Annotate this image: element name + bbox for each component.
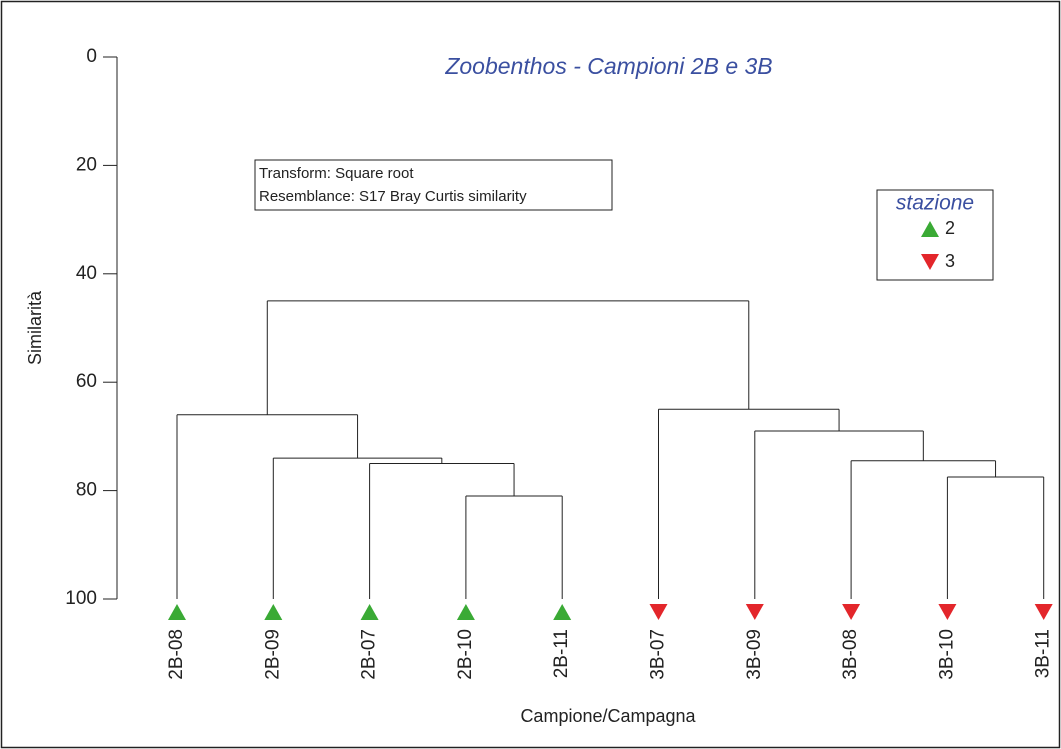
leaf-marker: [649, 604, 668, 620]
leaf-label: 2B-08: [166, 629, 187, 680]
leaf-marker: [168, 604, 186, 620]
y-tick-label: 40: [76, 263, 97, 284]
leaf-label: 2B-11: [551, 629, 572, 678]
x-axis-label: Campione/Campagna: [520, 706, 696, 726]
legend-title: stazione: [896, 192, 974, 215]
y-axis-label: Similarità: [25, 290, 45, 365]
leaf-marker: [1034, 604, 1053, 620]
leaf-label: 3B-08: [840, 629, 861, 680]
leaf-marker: [553, 604, 572, 620]
y-tick-label: 20: [76, 154, 97, 175]
leaf-label: 3B-10: [936, 629, 957, 680]
legend-label: 2: [945, 218, 955, 238]
leaf-marker: [456, 604, 475, 620]
leaf-label: 2B-09: [262, 629, 283, 680]
leaf-label: 3B-07: [648, 629, 669, 680]
leaf-marker: [842, 604, 861, 620]
leaf-marker: [938, 604, 957, 620]
annotation: Transform: Square root: [259, 165, 414, 182]
leaf-marker: [360, 604, 379, 620]
y-tick-label: 80: [76, 480, 97, 501]
annotation-box: [254, 159, 613, 211]
y-tick-label: 0: [86, 46, 97, 67]
leaf-label: 3B-09: [744, 629, 765, 680]
annotation: Resemblance: S17 Bray Curtis similarity: [259, 188, 527, 205]
leaf-label: 3B-11: [1033, 629, 1054, 678]
chart-title: Zoobenthos - Campioni 2B e 3B: [444, 53, 772, 79]
y-tick-label: 100: [65, 588, 97, 609]
legend-marker: [921, 221, 939, 237]
leaf-marker: [264, 604, 283, 620]
leaf-marker: [745, 604, 764, 620]
y-tick-label: 60: [76, 371, 97, 392]
legend-label: 3: [945, 251, 955, 271]
legend-marker: [921, 254, 939, 270]
leaf-label: 2B-07: [359, 629, 380, 680]
leaf-label: 2B-10: [455, 629, 476, 680]
